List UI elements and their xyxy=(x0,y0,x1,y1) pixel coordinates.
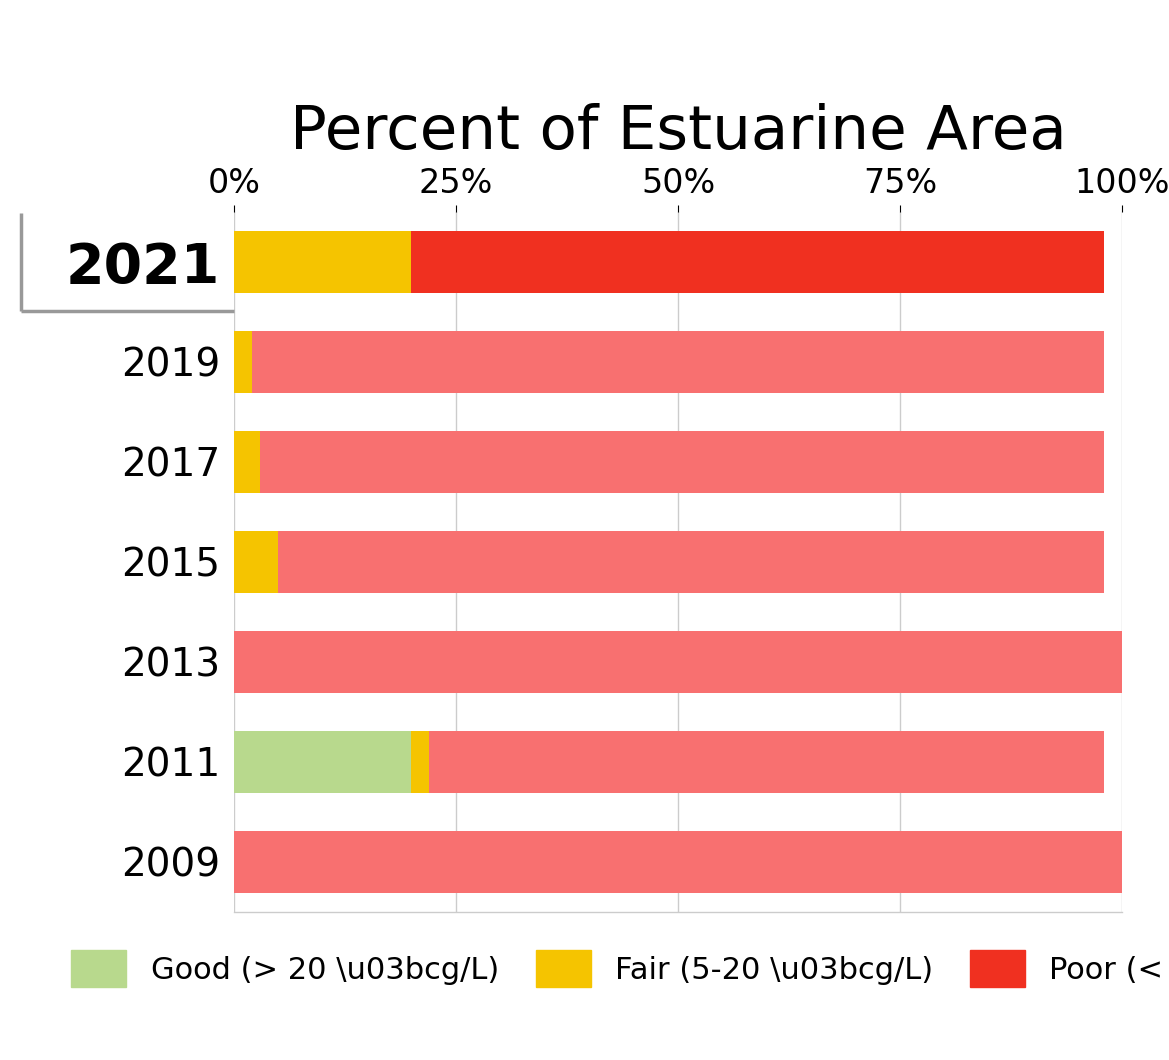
Legend: Good (> 20 \u03bcg/L), Fair (5-20 \u03bcg/L), Poor (< 5 \u03bcg/L): Good (> 20 \u03bcg/L), Fair (5-20 \u03bc… xyxy=(71,950,1169,987)
Title: Percent of Estuarine Area: Percent of Estuarine Area xyxy=(290,104,1066,162)
Bar xyxy=(234,631,1122,693)
Bar xyxy=(251,331,1105,393)
Bar xyxy=(234,531,278,593)
Bar xyxy=(234,730,411,793)
Bar xyxy=(278,531,1105,593)
Bar xyxy=(234,831,1122,893)
Bar xyxy=(234,231,411,293)
Bar xyxy=(429,730,1105,793)
Bar xyxy=(411,730,429,793)
Bar xyxy=(234,430,261,493)
Bar xyxy=(261,430,1105,493)
Bar xyxy=(234,331,251,393)
Bar xyxy=(411,231,1105,293)
